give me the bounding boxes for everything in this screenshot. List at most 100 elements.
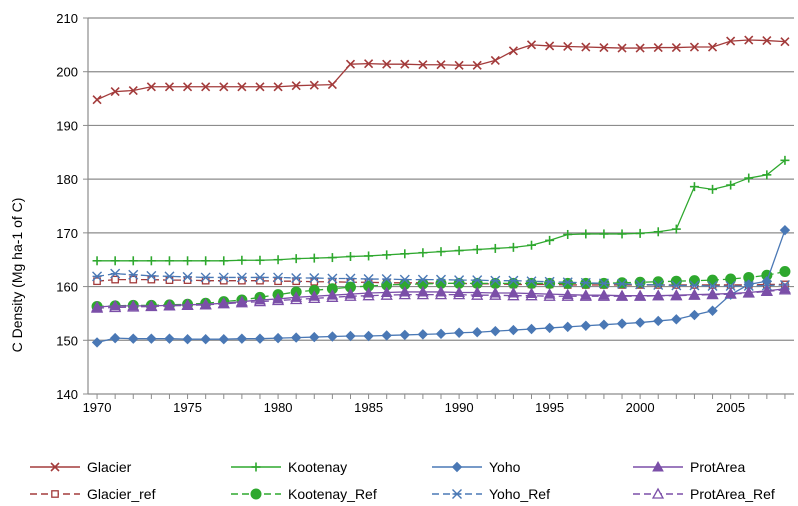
series-kootenay	[92, 155, 790, 266]
data-point-protarea	[362, 286, 375, 298]
legend-marker-kootenay-ref	[250, 488, 262, 500]
data-point-protarea	[217, 297, 230, 308]
data-point-glacier	[490, 55, 500, 65]
data-point-protarea	[652, 289, 665, 301]
axes: 140 150 160 170 180 190 200 210 1970 1975 1980 1985…	[56, 11, 786, 415]
data-point-glacier	[255, 82, 265, 92]
data-point-protarea	[91, 300, 103, 312]
data-point-glacier	[472, 60, 482, 70]
data-point-glacier	[744, 35, 754, 45]
series-glacier	[92, 35, 790, 105]
legend-item-kootenay-ref: Kootenay_Ref	[231, 486, 377, 502]
data-point-kootenay-ref	[779, 266, 791, 278]
data-point-yoho	[218, 334, 229, 345]
data-point-kootenay-ref	[634, 276, 646, 288]
data-point-glacier	[689, 42, 700, 52]
data-point-protarea	[525, 287, 538, 299]
legend-label: ProtArea	[690, 459, 745, 475]
data-point-protarea	[272, 292, 284, 304]
y-tick-label: 200	[56, 65, 78, 80]
data-point-protarea	[254, 293, 266, 305]
data-point-yoho	[689, 309, 700, 321]
data-point-protarea	[145, 299, 158, 311]
data-point-protarea	[688, 288, 701, 300]
data-point-glacier	[707, 42, 718, 52]
data-point-yoho	[490, 325, 501, 337]
x-tick-label: 2000	[626, 400, 655, 415]
data-point-yoho	[417, 329, 429, 340]
data-point-protarea	[634, 289, 646, 301]
data-point-yoho	[290, 332, 302, 343]
data-point-protarea	[163, 299, 176, 310]
legend: Glacier Kootenay Yoho ProtArea Glacier_ref Ko…	[30, 459, 775, 502]
data-point-yoho	[634, 317, 646, 328]
data-point-glacier	[327, 80, 337, 90]
series-yoho	[91, 224, 791, 348]
data-point-glacier	[617, 43, 627, 53]
series-line-kootenay	[97, 159, 786, 262]
data-point-glacier	[635, 43, 645, 53]
x-tick-label: 1985	[354, 400, 383, 415]
x-tick-label: 1980	[264, 400, 293, 415]
data-point-kootenay-ref	[725, 273, 737, 285]
legend-label: Glacier	[87, 459, 132, 475]
data-point-protarea	[181, 298, 194, 310]
data-point-protarea	[598, 289, 610, 300]
data-point-yoho	[128, 333, 139, 344]
data-point-yoho	[453, 327, 465, 338]
data-point-protarea	[290, 291, 303, 302]
legend-item-protarea: ProtArea	[633, 459, 745, 475]
data-point-yoho	[598, 319, 610, 330]
legend-marker-glacier-ref	[51, 490, 59, 498]
data-point-protarea	[326, 289, 339, 300]
data-point-protarea	[779, 282, 791, 294]
data-point-glacier	[110, 87, 120, 97]
data-point-yoho	[544, 322, 555, 334]
data-point-protarea	[417, 285, 429, 297]
legend-marker-yoho	[451, 461, 463, 473]
data-point-kootenay-ref	[652, 276, 664, 288]
data-point-kootenay-ref	[707, 274, 719, 286]
data-point-protarea	[670, 289, 683, 300]
data-point-yoho	[671, 314, 682, 325]
data-point-glacier	[273, 82, 283, 92]
data-point-protarea	[109, 299, 122, 311]
x-tick-label: 2005	[716, 400, 745, 415]
data-point-protarea	[579, 289, 592, 300]
data-point-protarea	[489, 286, 502, 298]
data-point-glacier	[454, 60, 464, 70]
data-point-yoho	[236, 333, 248, 344]
data-point-glacier	[526, 40, 537, 50]
data-point-glacier	[563, 41, 573, 52]
data-point-glacier	[508, 46, 518, 56]
x-tick-label: 1995	[535, 400, 564, 415]
data-point-kootenay-ref	[616, 277, 628, 289]
legend-item-glacier: Glacier	[30, 459, 132, 475]
data-point-yoho	[272, 332, 284, 344]
legend-label: Yoho	[489, 459, 521, 475]
data-point-glacier-ref	[111, 275, 120, 284]
legend-label: Kootenay	[288, 459, 347, 475]
legend-item-protarea-ref: ProtArea_Ref	[633, 486, 775, 502]
x-tick-label: 1975	[173, 400, 202, 415]
y-tick-label: 190	[56, 118, 78, 133]
data-point-protarea	[127, 299, 140, 311]
data-point-protarea	[344, 288, 357, 299]
data-point-yoho	[707, 305, 718, 316]
series-line-glacier	[96, 39, 785, 101]
y-tick-label: 140	[56, 387, 78, 402]
data-point-yoho	[109, 332, 121, 344]
legend-item-kootenay: Kootenay	[231, 459, 347, 475]
data-point-glacier	[653, 42, 663, 53]
data-point-glacier-ref	[129, 275, 138, 284]
series-protarea	[91, 282, 791, 312]
data-point-glacier	[219, 82, 229, 92]
legend-label: Yoho_Ref	[489, 486, 550, 502]
data-point-glacier	[382, 59, 392, 69]
data-point-glacier	[291, 81, 301, 91]
legend-item-yoho-ref: Yoho_Ref	[432, 486, 550, 502]
data-point-yoho	[200, 334, 211, 345]
series-layer	[90, 35, 792, 348]
data-point-glacier	[128, 85, 138, 96]
data-point-yoho	[309, 331, 320, 343]
